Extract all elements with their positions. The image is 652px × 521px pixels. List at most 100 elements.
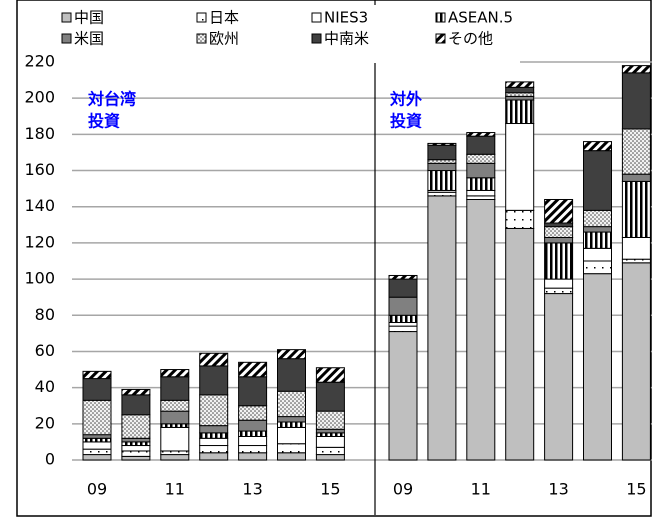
legend-label: 米国 [74, 30, 104, 48]
bar-segment [199, 394, 229, 427]
bar-segment [121, 437, 151, 443]
bar-segment [427, 159, 457, 164]
bar-segment [82, 441, 112, 450]
bar-segment [238, 419, 268, 432]
legend-swatch [61, 33, 72, 44]
bar-segment [466, 153, 496, 164]
bar-segment [315, 435, 345, 448]
bar-segment [388, 325, 418, 333]
bar-segment [315, 428, 345, 434]
y-tick-label: 180 [24, 124, 55, 143]
bar-segment [160, 454, 190, 461]
bar-segment [505, 92, 535, 97]
bar-segment [544, 226, 574, 238]
bar-segment [505, 81, 535, 88]
bar-segment [388, 314, 418, 324]
legend-swatch [196, 33, 207, 44]
legend-label: ASEAN.5 [448, 9, 513, 27]
bar-segment [315, 454, 345, 461]
bar-segment [160, 410, 190, 425]
bar-segment [82, 454, 112, 461]
bar-segment [199, 437, 229, 447]
bar-segment [505, 99, 535, 125]
y-tick-label: 60 [35, 341, 55, 360]
y-tick-label: 80 [35, 305, 55, 324]
legend-swatch [196, 12, 207, 23]
bar-segment [388, 331, 418, 461]
bar-segment [277, 443, 306, 454]
x-tick-label: 11 [471, 480, 491, 499]
bar-segment [199, 352, 229, 367]
bar-segment [621, 236, 651, 260]
bar-segment [388, 274, 418, 280]
x-tick-label: 15 [626, 480, 646, 499]
bar-segment [277, 416, 306, 423]
legend-label: 日本 [209, 9, 239, 27]
y-tick-label: 220 [24, 52, 55, 71]
legend-label: NIES3 [324, 9, 368, 27]
y-tick-label: 20 [35, 413, 55, 432]
bar-segment [160, 369, 190, 378]
bar-segment [466, 198, 496, 461]
bar-segment [427, 191, 457, 197]
bar-segment [621, 173, 651, 182]
bar-segment [427, 142, 457, 146]
legend-swatch [311, 12, 322, 23]
bar-segment [121, 441, 151, 447]
group-label: 対外 [389, 90, 422, 109]
bar-segment [199, 452, 229, 461]
bar-segment [505, 86, 535, 94]
bar-segment [388, 278, 418, 298]
bar-segment [121, 450, 151, 457]
x-tick-label: 09 [87, 480, 107, 499]
bar-segment [621, 180, 651, 238]
bar-segment [544, 198, 574, 224]
legend-label: 中国 [74, 9, 104, 27]
bar-segment [82, 399, 112, 436]
bar-segment [466, 162, 496, 179]
bar-segment [315, 432, 345, 437]
legend-swatch [311, 33, 322, 44]
bar-segment [121, 388, 151, 396]
bar-segment [388, 322, 418, 327]
bar-segment [199, 425, 229, 434]
bar-segment [583, 141, 612, 152]
frame [16, 0, 652, 517]
bar-segment [583, 260, 612, 275]
bar-segment [315, 410, 345, 430]
bar-segment [544, 293, 574, 461]
legend-label: その他 [448, 30, 493, 48]
legend-swatch [435, 12, 446, 23]
bar-segment [277, 452, 306, 461]
bar-segment [315, 381, 345, 412]
bar-segment [583, 247, 612, 262]
bar-segment [277, 426, 306, 445]
legend-swatch [435, 33, 446, 44]
bar-segment [466, 135, 496, 155]
bar-segment [544, 222, 574, 228]
x-tick-label: 11 [165, 480, 185, 499]
bar-segment [199, 432, 229, 439]
bar-segment [82, 378, 112, 401]
y-tick-label: 120 [24, 232, 55, 251]
bar-segment [199, 365, 229, 396]
bar-segment [238, 435, 268, 447]
bar-segment [544, 242, 574, 280]
bar-segment [505, 123, 535, 211]
bar-segment [583, 150, 612, 211]
bar-segment [199, 445, 229, 454]
bar-segment [544, 278, 574, 289]
bar-segment [121, 414, 151, 439]
bar-segment [466, 177, 496, 191]
y-tick-label: 160 [24, 160, 55, 179]
bar-segment [82, 370, 112, 380]
bar-segment [427, 195, 457, 461]
y-tick-label: 140 [24, 196, 55, 215]
y-tick-label: 200 [24, 88, 55, 107]
bar-segment [544, 287, 574, 295]
group-label: 投資 [390, 112, 422, 131]
bar-segment [82, 448, 112, 456]
x-tick-label: 13 [242, 480, 262, 499]
bar-segment [160, 423, 190, 428]
